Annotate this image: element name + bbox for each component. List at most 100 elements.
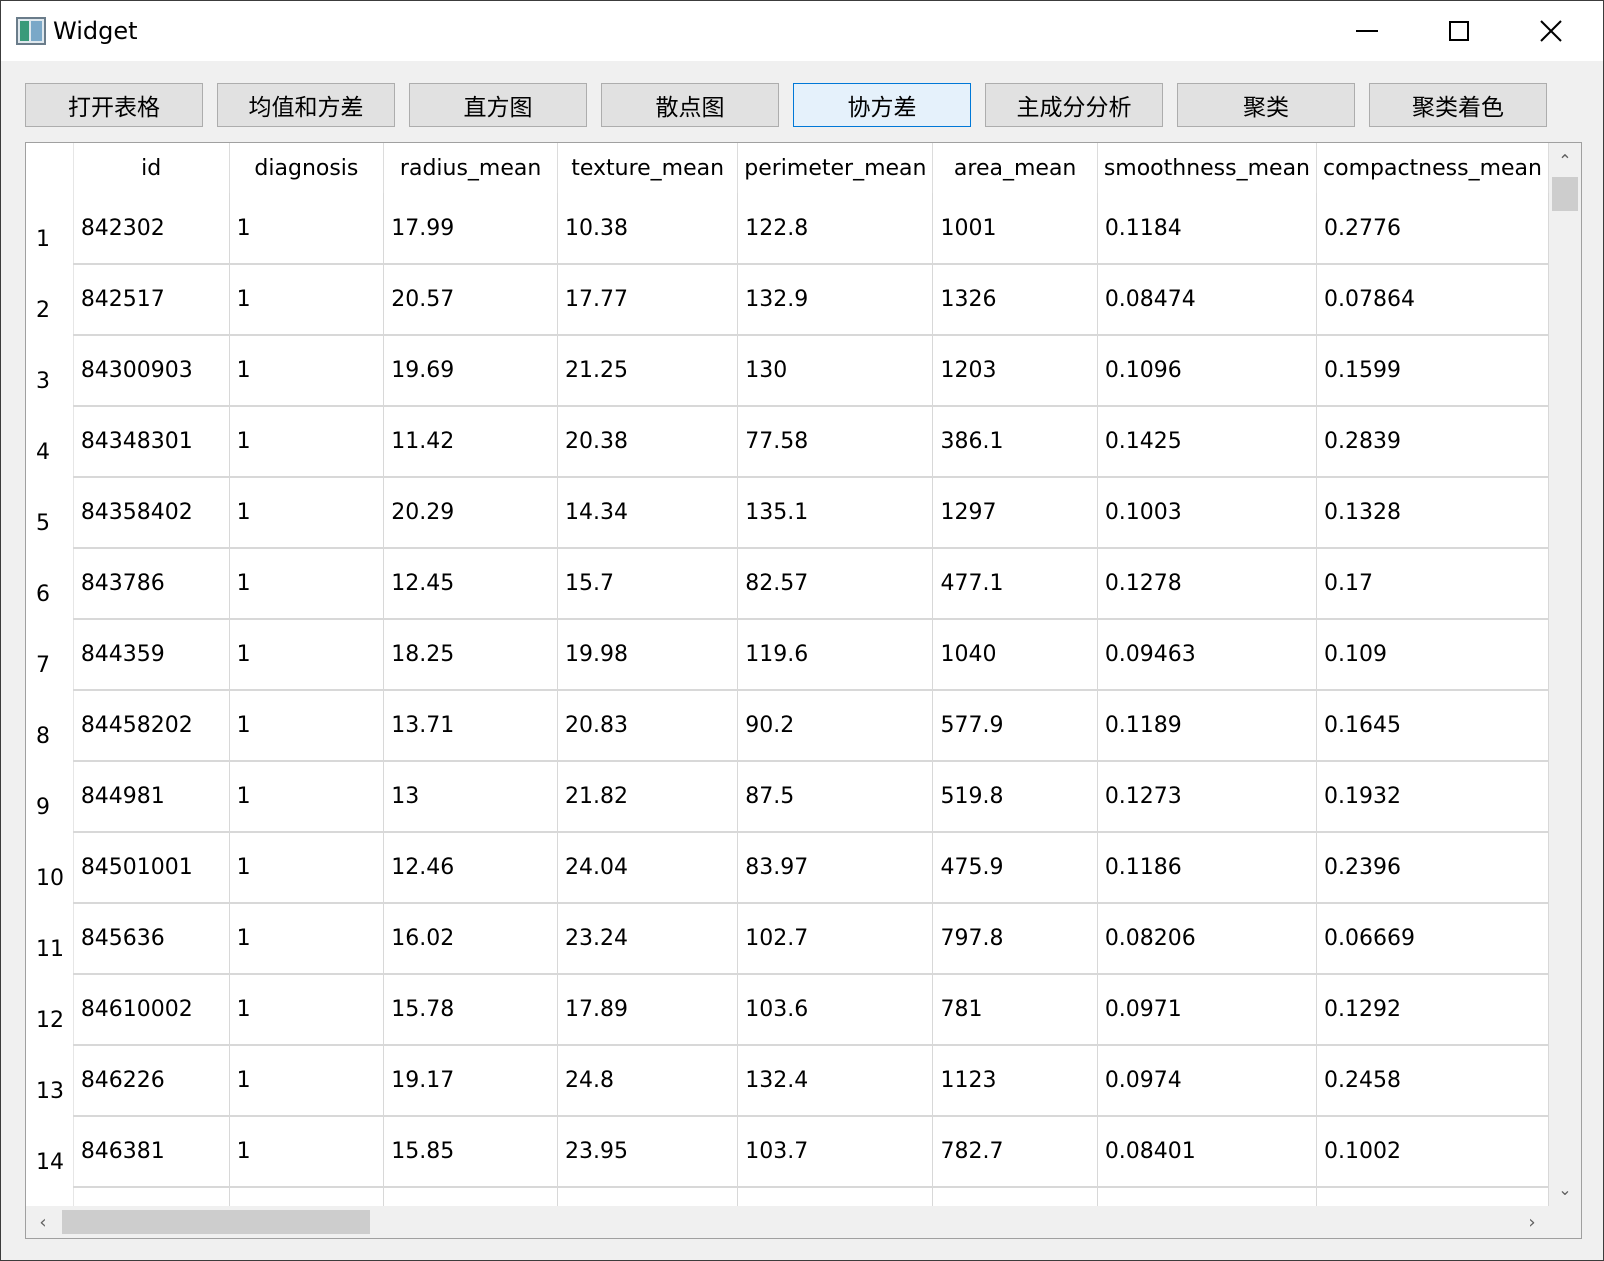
table-cell[interactable]: 0.1932: [1316, 761, 1549, 833]
table-cell[interactable]: 77.58: [737, 406, 934, 478]
table-cell[interactable]: 135.1: [737, 477, 934, 549]
table-cell[interactable]: 19.98: [557, 619, 739, 691]
column-header[interactable]: id: [73, 143, 230, 193]
table-row[interactable]: 12 84610002 1 15.78 17.89 103.6 781 0.0971 0.129…: [26, 974, 1549, 1046]
table-row[interactable]: 1 842302 1 17.99 10.38 122.8 1001 0.1184 0.2776: [26, 193, 1549, 265]
table-cell[interactable]: 1040: [932, 619, 1098, 691]
table-cell[interactable]: 475.9: [932, 832, 1098, 904]
table-cell[interactable]: 0.1328: [1316, 477, 1549, 549]
table-cell[interactable]: 1: [229, 264, 385, 336]
minimize-button[interactable]: [1321, 1, 1413, 61]
table-row[interactable]: 6 843786 1 12.45 15.7 82.57 477.1 0.1278 0.17: [26, 548, 1549, 620]
column-header[interactable]: diagnosis: [229, 143, 385, 193]
table-cell[interactable]: 842302: [73, 193, 230, 265]
table-cell[interactable]: 132.9: [737, 264, 934, 336]
table-cell[interactable]: 119.6: [737, 619, 934, 691]
table-cell[interactable]: 1: [229, 548, 385, 620]
table-corner-header[interactable]: [26, 143, 74, 193]
table-cell[interactable]: 0.06669: [1316, 903, 1549, 975]
table-cell[interactable]: 797.8: [932, 903, 1098, 975]
table-cell[interactable]: 132.4: [737, 1045, 934, 1117]
vertical-scroll-thumb[interactable]: [1552, 177, 1578, 211]
column-header[interactable]: texture_mean: [557, 143, 739, 193]
table-cell[interactable]: 130: [737, 335, 934, 407]
table-row[interactable]: 4 84348301 1 11.42 20.38 77.58 386.1 0.1425 0.28…: [26, 406, 1549, 478]
table-cell[interactable]: 19.69: [383, 335, 559, 407]
toolbar-button-0[interactable]: 打开表格: [25, 83, 203, 127]
table-cell[interactable]: 1: [229, 690, 385, 762]
row-header[interactable]: 5: [26, 477, 74, 548]
table-cell[interactable]: 20.57: [383, 264, 559, 336]
table-cell[interactable]: 0.1096: [1097, 335, 1318, 407]
toolbar-button-6[interactable]: 聚类: [1177, 83, 1355, 127]
table-row[interactable]: 14 846381 1 15.85 23.95 103.7 782.7 0.08401 0.10…: [26, 1116, 1549, 1188]
table-cell[interactable]: 103.6: [737, 974, 934, 1046]
table-cell[interactable]: 1203: [932, 335, 1098, 407]
table-cell[interactable]: 1: [229, 619, 385, 691]
row-header[interactable]: 14: [26, 1116, 74, 1187]
row-header[interactable]: 6: [26, 548, 74, 619]
vertical-scrollbar[interactable]: ⌃ ⌄: [1549, 143, 1581, 1206]
table-row[interactable]: 3 84300903 1 19.69 21.25 130 1203 0.1096 0.1599: [26, 335, 1549, 407]
table-cell[interactable]: 0.2839: [1316, 406, 1549, 478]
table-row[interactable]: 11 845636 1 16.02 23.24 102.7 797.8 0.08206 0.06…: [26, 903, 1549, 975]
table-cell[interactable]: 844981: [73, 761, 230, 833]
row-header[interactable]: 15: [26, 1187, 74, 1206]
row-header[interactable]: 4: [26, 406, 74, 477]
table-cell[interactable]: 782.7: [932, 1116, 1098, 1188]
table-cell[interactable]: 846381: [73, 1116, 230, 1188]
table-cell[interactable]: 845636: [73, 903, 230, 975]
table-cell[interactable]: 0.1645: [1316, 690, 1549, 762]
table-cell[interactable]: 386.1: [932, 406, 1098, 478]
table-cell[interactable]: 0.08474: [1097, 264, 1318, 336]
column-header[interactable]: area_mean: [932, 143, 1098, 193]
table-cell[interactable]: 1297: [932, 477, 1098, 549]
table-cell[interactable]: 84610002: [73, 974, 230, 1046]
table-cell[interactable]: 1: [229, 903, 385, 975]
table-row[interactable]: 1584667401113.7322.6193.6578.30.11310.22…: [26, 1187, 1549, 1206]
table-cell[interactable]: 24.8: [557, 1045, 739, 1117]
table-cell[interactable]: 0.1002: [1316, 1116, 1549, 1188]
toolbar-button-5[interactable]: 主成分分析: [985, 83, 1163, 127]
table-cell[interactable]: 0.1599: [1316, 335, 1549, 407]
table-cell[interactable]: 0.2458: [1316, 1045, 1549, 1117]
table-cell[interactable]: 0.1131: [1097, 1187, 1318, 1206]
table-cell[interactable]: 82.57: [737, 548, 934, 620]
table-cell[interactable]: 1: [229, 193, 385, 265]
table-row[interactable]: 2 842517 1 20.57 17.77 132.9 1326 0.08474 0.0786…: [26, 264, 1549, 336]
maximize-button[interactable]: [1413, 1, 1505, 61]
column-header[interactable]: compactness_mean: [1316, 143, 1549, 193]
column-header[interactable]: perimeter_mean: [737, 143, 934, 193]
table-cell[interactable]: 17.99: [383, 193, 559, 265]
table-cell[interactable]: 0.0974: [1097, 1045, 1318, 1117]
table-cell[interactable]: 477.1: [932, 548, 1098, 620]
toolbar-button-3[interactable]: 散点图: [601, 83, 779, 127]
table-cell[interactable]: 17.89: [557, 974, 739, 1046]
table-cell[interactable]: 15.7: [557, 548, 739, 620]
toolbar-button-2[interactable]: 直方图: [409, 83, 587, 127]
table-row[interactable]: 8 84458202 1 13.71 20.83 90.2 577.9 0.1189 0.164…: [26, 690, 1549, 762]
table-cell[interactable]: 11.42: [383, 406, 559, 478]
table-cell[interactable]: 0.1292: [1316, 974, 1549, 1046]
table-cell[interactable]: 87.5: [737, 761, 934, 833]
table-row[interactable]: 5 84358402 1 20.29 14.34 135.1 1297 0.1003 0.132…: [26, 477, 1549, 549]
table-cell[interactable]: 0.1184: [1097, 193, 1318, 265]
table-cell[interactable]: 84667401: [73, 1187, 230, 1206]
table-cell[interactable]: 15.78: [383, 974, 559, 1046]
table-cell[interactable]: 0.109: [1316, 619, 1549, 691]
row-header[interactable]: 12: [26, 974, 74, 1045]
scroll-left-arrow-icon[interactable]: ‹: [39, 1211, 47, 1233]
row-header[interactable]: 1: [26, 193, 74, 264]
table-cell[interactable]: 1: [229, 1116, 385, 1188]
table-cell[interactable]: 1: [229, 335, 385, 407]
table-cell[interactable]: 1: [229, 1045, 385, 1117]
row-header[interactable]: 2: [26, 264, 74, 335]
table-cell[interactable]: 14.34: [557, 477, 739, 549]
table-cell[interactable]: 23.24: [557, 903, 739, 975]
table-cell[interactable]: 1: [229, 406, 385, 478]
table-cell[interactable]: 577.9: [932, 690, 1098, 762]
table-cell[interactable]: 0.08401: [1097, 1116, 1318, 1188]
table-cell[interactable]: 21.25: [557, 335, 739, 407]
horizontal-scroll-thumb[interactable]: [62, 1210, 370, 1234]
table-cell[interactable]: 17.77: [557, 264, 739, 336]
